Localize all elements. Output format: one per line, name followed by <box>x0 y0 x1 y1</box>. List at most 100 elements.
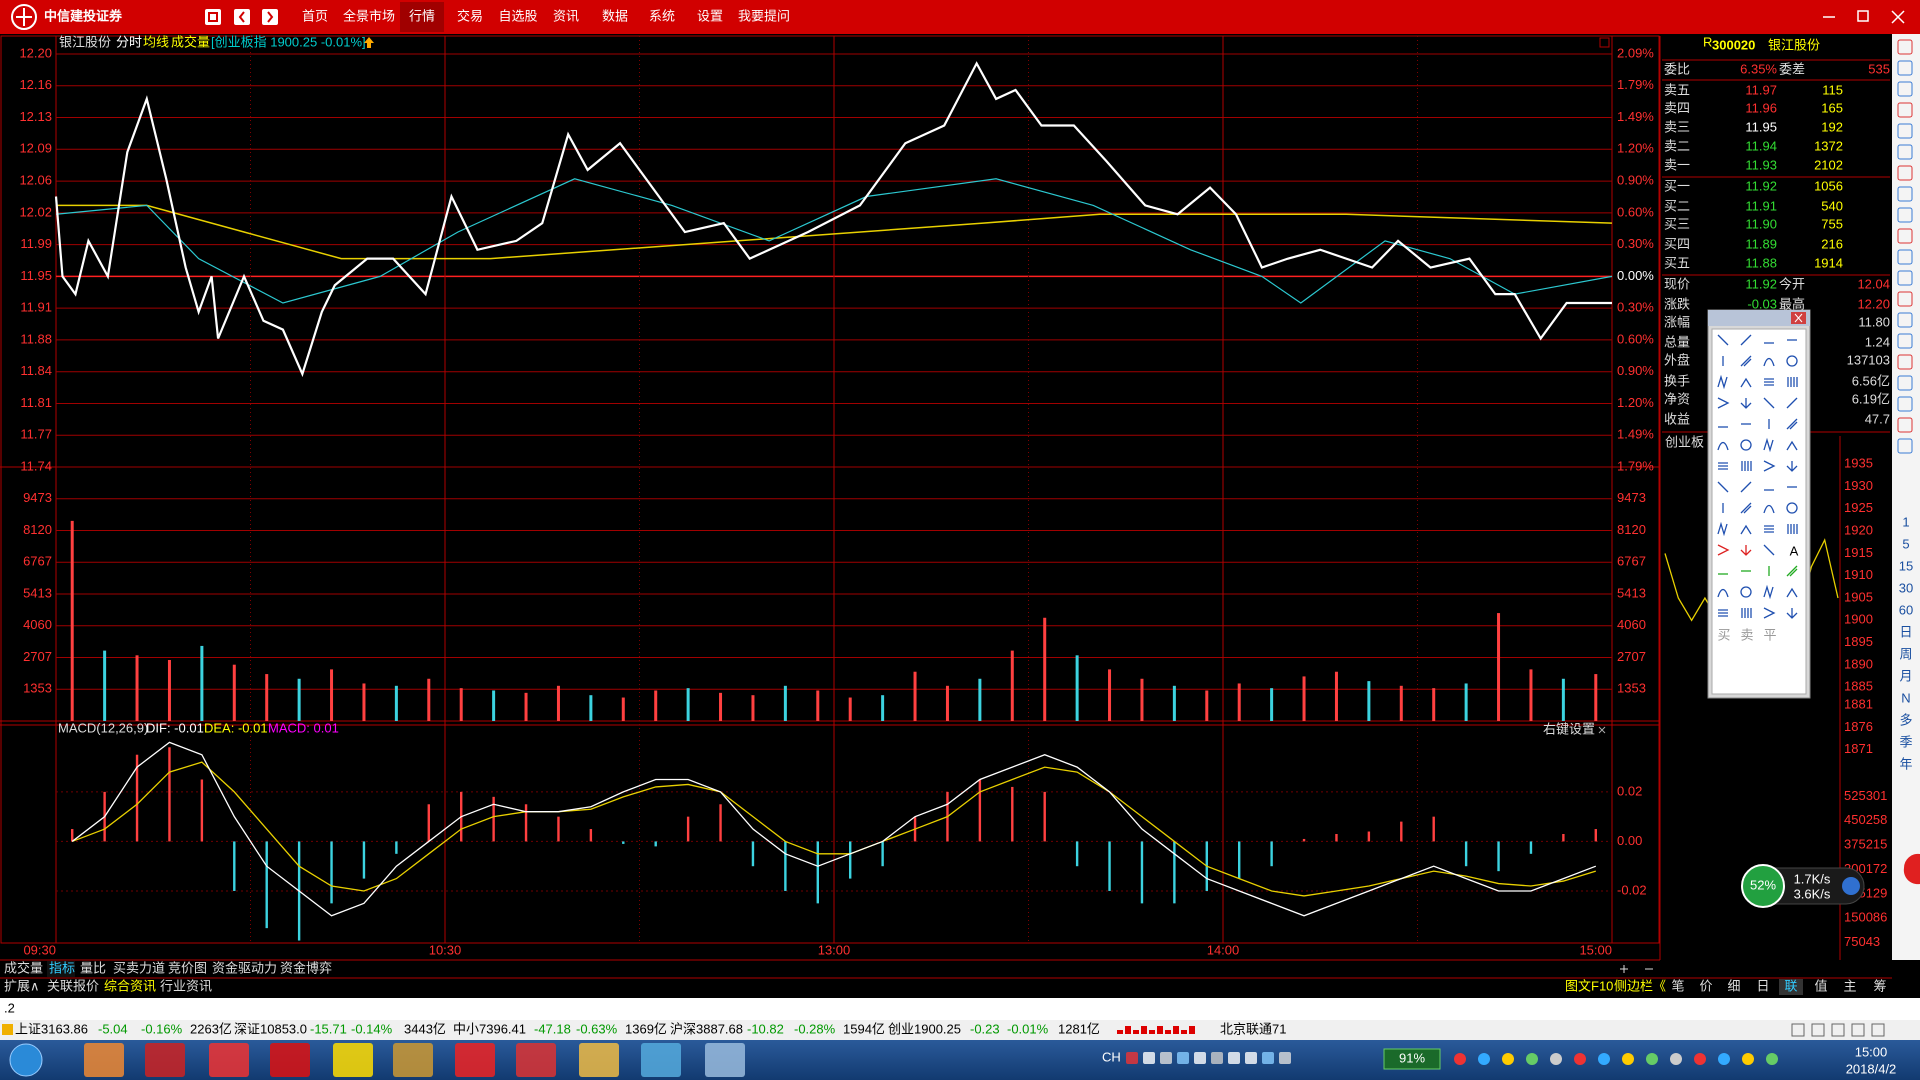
tool-icon[interactable] <box>1897 144 1913 160</box>
tool-icon[interactable] <box>1897 60 1913 76</box>
tool-icon[interactable] <box>1897 354 1913 370</box>
draw-tool[interactable] <box>1740 524 1752 535</box>
detail-tab[interactable]: 联 <box>1784 978 1797 993</box>
menu-item[interactable]: 数据 <box>602 8 628 23</box>
draw-tool[interactable] <box>1763 397 1775 409</box>
sub-tab[interactable]: 扩展∧ <box>4 978 40 993</box>
draw-tool[interactable] <box>1740 586 1752 598</box>
draw-tool[interactable] <box>1740 355 1752 367</box>
draw-tool[interactable] <box>1740 334 1752 346</box>
tool-icon[interactable] <box>1897 102 1913 118</box>
bottom-tab[interactable]: 资金博弈 <box>280 960 332 975</box>
close-icon[interactable] <box>1598 726 1606 734</box>
nav-button[interactable] <box>205 9 221 25</box>
draw-tool[interactable] <box>1786 608 1798 619</box>
draw-tool[interactable] <box>1740 545 1752 556</box>
menu-item[interactable]: 系统 <box>649 8 675 23</box>
draw-tool[interactable] <box>1786 587 1798 598</box>
menu-item[interactable]: 资讯 <box>553 8 579 23</box>
tool-icon[interactable] <box>1897 396 1913 412</box>
tool-icon[interactable] <box>1897 186 1913 202</box>
taskbar-app[interactable] <box>705 1043 745 1077</box>
menu-item[interactable]: 自选股 <box>498 8 537 23</box>
side-tab[interactable]: 侧边栏《 <box>1614 978 1666 993</box>
draw-tool[interactable] <box>1786 440 1798 451</box>
draw-tool[interactable] <box>1718 462 1728 470</box>
draw-tool[interactable] <box>1787 377 1798 387</box>
tool-icon[interactable] <box>1897 375 1913 391</box>
period-button[interactable]: 5 <box>1902 536 1909 551</box>
draw-tool[interactable] <box>1740 439 1752 451</box>
tool-icon[interactable] <box>1897 207 1913 223</box>
detail-tab[interactable]: 细 <box>1727 978 1740 993</box>
draw-tool[interactable] <box>1740 398 1752 409</box>
bottom-tab[interactable]: 成交量 <box>4 960 43 975</box>
detail-tab[interactable]: 值 <box>1814 978 1827 993</box>
period-button[interactable]: 60 <box>1899 602 1913 617</box>
draw-tool[interactable] <box>1786 565 1798 577</box>
draw-tool[interactable] <box>1763 504 1775 514</box>
draw-tool[interactable] <box>1717 481 1729 493</box>
tool-icon[interactable] <box>1897 81 1913 97</box>
menu-item[interactable]: 首页 <box>302 8 328 23</box>
period-button[interactable]: 1 <box>1902 514 1909 529</box>
draw-tool[interactable] <box>1763 357 1775 367</box>
period-button[interactable]: 15 <box>1899 558 1913 573</box>
draw-tool[interactable] <box>1717 374 1728 390</box>
draw-tool[interactable] <box>1717 588 1729 598</box>
macd-settings[interactable]: 右键设置 <box>1543 721 1595 736</box>
draw-tool[interactable] <box>1764 525 1774 533</box>
window-button[interactable] <box>1857 10 1869 22</box>
draw-tool[interactable] <box>1763 437 1774 453</box>
bottom-tab[interactable]: 竞价图 <box>168 960 207 975</box>
period-tab[interactable]: 分时 <box>116 34 142 49</box>
detail-tab[interactable]: 主 <box>1843 978 1856 993</box>
sub-tab[interactable]: 关联报价 <box>47 978 99 993</box>
taskbar-app[interactable] <box>145 1043 185 1077</box>
taskbar-app[interactable] <box>393 1043 433 1077</box>
taskbar-app[interactable] <box>84 1043 124 1077</box>
period-button[interactable]: 月 <box>1899 668 1912 683</box>
menu-item[interactable]: 行情 <box>409 8 435 23</box>
draw-tool[interactable] <box>1740 377 1752 388</box>
period-button[interactable]: 日 <box>1899 624 1912 639</box>
draw-tool[interactable] <box>1717 334 1729 346</box>
tool-icon[interactable] <box>1897 249 1913 265</box>
draw-tool[interactable] <box>1787 524 1798 534</box>
draw-tool[interactable] <box>1763 544 1775 556</box>
net-button[interactable] <box>1842 877 1860 895</box>
period-button[interactable]: 年 <box>1899 756 1912 771</box>
tool-icon[interactable] <box>1897 312 1913 328</box>
draw-tool[interactable] <box>1786 502 1798 514</box>
sell-tool[interactable]: 卖 <box>1740 627 1753 642</box>
input-lang[interactable]: CH <box>1102 1049 1121 1064</box>
taskbar-app[interactable] <box>209 1043 249 1077</box>
draw-tool[interactable] <box>1786 418 1798 430</box>
draw-tool[interactable] <box>1718 609 1728 617</box>
command-input[interactable]: .2 <box>4 1000 15 1015</box>
taskbar-app[interactable] <box>641 1043 681 1077</box>
draw-tool[interactable] <box>1717 521 1728 537</box>
draw-tool[interactable] <box>1763 584 1774 600</box>
period-button[interactable]: 季 <box>1899 734 1912 749</box>
buy-tool[interactable]: 买 <box>1717 627 1730 642</box>
sub-tab[interactable]: 综合资讯 <box>104 978 156 993</box>
draw-tool[interactable] <box>1740 502 1752 514</box>
bottom-tab[interactable]: 指标 <box>49 960 75 975</box>
tool-icon[interactable] <box>1897 123 1913 139</box>
period-button[interactable]: 多 <box>1899 712 1912 727</box>
zoom-buttons[interactable] <box>1620 965 1653 973</box>
draw-tool[interactable] <box>1717 441 1729 451</box>
tool-icon[interactable] <box>1897 270 1913 286</box>
taskbar-app[interactable] <box>270 1043 310 1077</box>
taskbar-app[interactable] <box>516 1043 556 1077</box>
tool-icon[interactable] <box>1897 291 1913 307</box>
tool-icon[interactable] <box>1897 417 1913 433</box>
draw-tool[interactable] <box>1786 397 1798 409</box>
text-tool[interactable]: A <box>1790 543 1799 558</box>
period-button[interactable]: 30 <box>1899 580 1913 595</box>
period-button[interactable]: N <box>1901 690 1910 705</box>
sub-tab[interactable]: 行业资讯 <box>160 978 212 993</box>
detail-tab[interactable]: 价 <box>1699 978 1712 993</box>
menu-item[interactable]: 设置 <box>697 8 723 23</box>
